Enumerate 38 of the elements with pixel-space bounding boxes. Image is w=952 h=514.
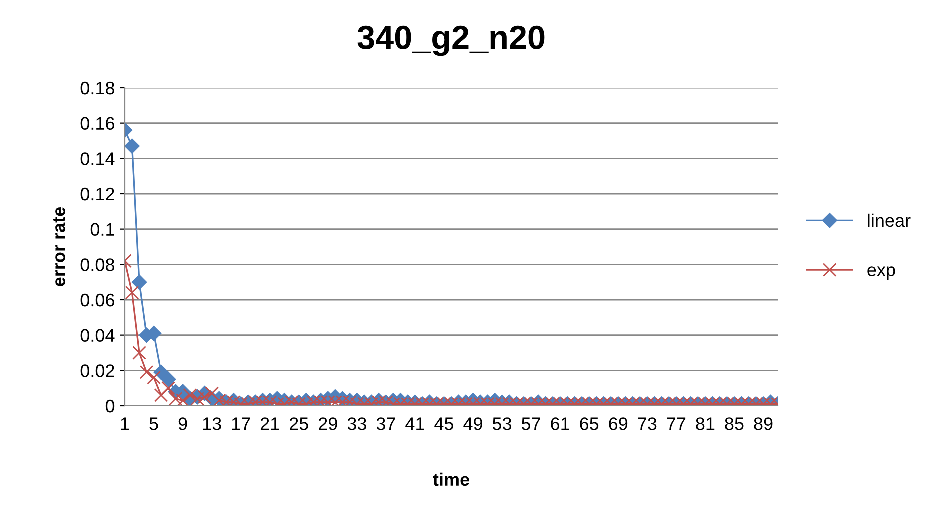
x-tick-label: 49 (464, 418, 482, 430)
x-tick-label: 61 (551, 418, 570, 430)
y-axis-title: error rate (54, 207, 66, 286)
y-tick-label: 0.18 (80, 82, 114, 95)
x-tick-label: 9 (178, 418, 188, 430)
x-tick-label: 21 (260, 418, 280, 430)
x-tick-label: 5 (150, 418, 158, 430)
y-tick-label: 0.16 (80, 117, 114, 130)
x-tick-label: 25 (290, 418, 308, 430)
x-tick-label: 33 (348, 418, 366, 430)
x-tick-label: 81 (696, 418, 715, 430)
x-tick-label: 13 (203, 418, 222, 430)
x-tick-label: 77 (667, 418, 686, 430)
y-tick-label: 0.1 (90, 223, 114, 236)
legend-label: exp (868, 266, 896, 280)
y-tick-label: 0.14 (80, 152, 115, 166)
x-tick-label: 17 (232, 418, 250, 430)
x-axis-title: time (433, 472, 470, 486)
y-tick-label: 0.06 (80, 294, 114, 307)
x-tick-label: 37 (376, 418, 396, 430)
x-tick-label: 29 (319, 418, 338, 430)
x-tick-label: 85 (725, 418, 744, 430)
y-tick-label: 0.04 (80, 329, 115, 342)
x-tick-label: 45 (434, 418, 454, 430)
y-tick-label: 0.08 (80, 258, 114, 272)
x-tick-label: 41 (406, 418, 424, 430)
x-tick-label: 69 (609, 418, 628, 430)
x-tick-label: 53 (492, 418, 512, 430)
legend-label: linear (868, 214, 911, 228)
x-tick-label: 57 (522, 418, 540, 430)
y-tick-label: 0.02 (80, 364, 114, 378)
x-tick-label: 89 (754, 418, 773, 430)
x-tick-label: 73 (638, 418, 657, 430)
y-tick-label: 0.12 (80, 188, 114, 201)
chart-title: 340_g2_n20 (358, 26, 545, 56)
x-tick-label: 1 (121, 418, 130, 430)
x-tick-label: 65 (580, 418, 599, 430)
y-tick-label: 0 (106, 400, 115, 413)
